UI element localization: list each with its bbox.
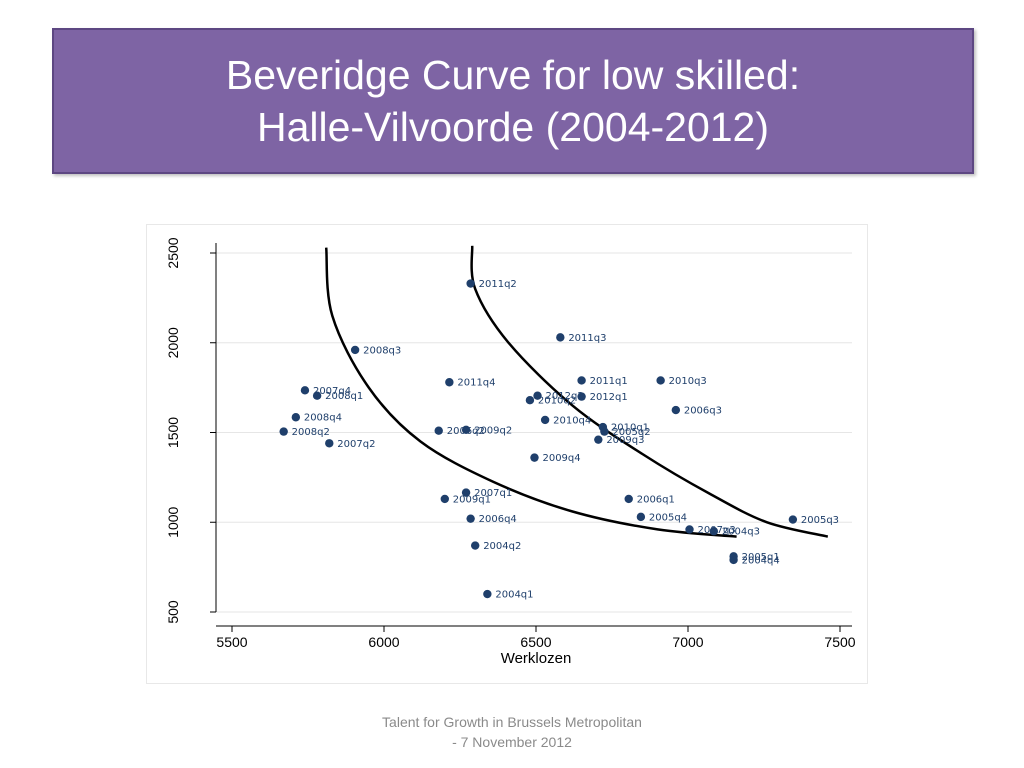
beveridge-curve-2 — [470, 245, 829, 538]
data-point — [598, 422, 608, 432]
x-tick-label: 7500 — [824, 634, 855, 650]
data-point-label: 2010q4 — [553, 415, 591, 426]
data-point — [577, 376, 586, 385]
beveridge-curve-1 — [324, 247, 737, 538]
chart-frame — [146, 224, 868, 684]
data-point — [350, 345, 360, 355]
data-point-label: 2007q1 — [474, 488, 512, 499]
data-point — [312, 391, 322, 400]
data-point — [656, 376, 665, 385]
data-point — [671, 405, 681, 415]
data-point-label: 2011q2 — [479, 279, 517, 290]
slide-title-line-2: Halle-Vilvoorde (2004-2012) — [256, 104, 770, 150]
data-point-label: 2006q3 — [684, 406, 722, 417]
data-point — [729, 552, 738, 561]
footer-line-2: - 7 November 2012 — [452, 734, 572, 750]
y-tick-label: 1500 — [165, 417, 181, 448]
data-point-label: 2007q4 — [313, 386, 351, 397]
y-tick-label: 500 — [165, 600, 181, 624]
data-point — [445, 378, 454, 387]
data-point-label: 2005q4 — [649, 512, 687, 523]
data-point — [788, 515, 798, 524]
footer-line-1: Talent for Growth in Brussels Metropolit… — [382, 714, 642, 730]
x-tick-label: 6000 — [368, 634, 399, 650]
x-axis-title: Werklozen — [501, 650, 572, 667]
x-tick-label: 5500 — [216, 634, 247, 650]
data-point — [466, 514, 475, 523]
data-point-label: 2008q1 — [325, 391, 363, 402]
x-tick-label: 7000 — [672, 634, 703, 650]
y-tick-label: 2000 — [165, 327, 181, 358]
data-point — [577, 392, 586, 401]
data-point-label: 2009q3 — [606, 435, 644, 446]
slide-title-line-1: Beveridge Curve for low skilled: — [225, 52, 801, 98]
data-point-label: 2005q2 — [612, 427, 650, 438]
data-point-label: 2004q2 — [483, 541, 521, 552]
data-point-label: 2004q3 — [722, 527, 760, 538]
data-point-label: 2010q2 — [538, 396, 576, 407]
data-point-label: 2008q2 — [292, 427, 330, 438]
data-point — [540, 415, 550, 425]
data-point-label: 2012q2 — [546, 391, 584, 402]
data-point — [636, 512, 646, 522]
data-point — [525, 395, 535, 405]
data-point — [594, 435, 603, 444]
data-point-label: 2004q4 — [742, 555, 780, 566]
data-point — [325, 439, 334, 448]
data-point-label: 2007q2 — [337, 439, 375, 450]
data-point-label: 2007q3 — [698, 525, 736, 536]
title-box: Beveridge Curve for low skilled: Halle-V… — [52, 28, 974, 174]
data-point — [466, 279, 475, 288]
data-point — [291, 413, 301, 422]
x-tick-label: 6500 — [520, 634, 551, 650]
data-point-label: 2005q1 — [742, 552, 780, 563]
data-point-label: 2010q3 — [669, 376, 707, 387]
data-point — [440, 494, 449, 504]
data-point-label: 2009q1 — [453, 494, 491, 505]
data-point-label: 2011q1 — [590, 376, 628, 387]
data-point — [685, 525, 694, 534]
data-point-label: 2010q1 — [611, 423, 649, 434]
data-point-label: 2005q3 — [801, 515, 839, 526]
y-tick-label: 2500 — [165, 237, 181, 268]
data-point-label: 2011q4 — [457, 378, 495, 389]
data-point — [483, 589, 492, 599]
data-point — [279, 427, 288, 436]
data-point — [300, 386, 310, 395]
data-point-label: 2008q4 — [304, 413, 342, 424]
data-point-label: 2011q3 — [568, 333, 606, 344]
data-point — [556, 333, 565, 342]
data-point — [461, 425, 471, 435]
data-point-label: 2008q3 — [363, 345, 401, 356]
data-point-label: 2004q1 — [495, 590, 533, 601]
data-point — [624, 494, 633, 504]
data-point-label: 2006q4 — [479, 514, 517, 525]
data-point — [530, 453, 539, 462]
y-tick-label: 1000 — [165, 506, 181, 537]
data-point — [533, 391, 542, 400]
slide-footer: Talent for Growth in Brussels Metropolit… — [312, 712, 712, 752]
data-point-label: 2012q1 — [590, 392, 628, 403]
data-point — [471, 541, 480, 550]
data-point-label: 2009q4 — [542, 453, 580, 464]
data-point — [434, 426, 443, 435]
data-point-label: 2009q2 — [474, 425, 512, 436]
data-point-label: 2006q1 — [637, 494, 675, 505]
data-point — [461, 488, 471, 497]
data-point — [709, 527, 719, 536]
